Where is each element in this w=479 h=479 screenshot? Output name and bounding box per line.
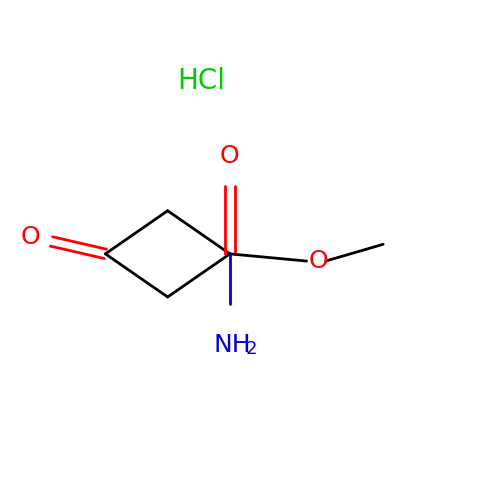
Text: O: O bbox=[309, 249, 328, 273]
Text: O: O bbox=[21, 225, 41, 249]
Text: O: O bbox=[220, 144, 240, 168]
Text: HCl: HCl bbox=[177, 68, 225, 95]
Text: 2: 2 bbox=[246, 340, 257, 358]
Text: NH: NH bbox=[214, 333, 251, 357]
